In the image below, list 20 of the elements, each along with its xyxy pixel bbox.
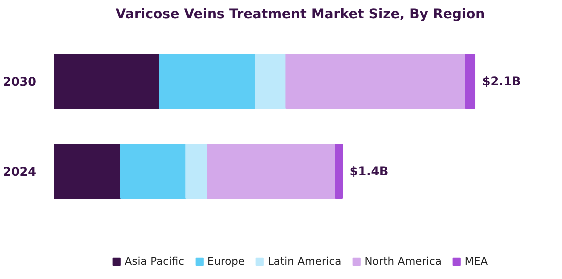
y-tick-label: 2030 <box>3 75 37 89</box>
bar <box>159 54 256 109</box>
bar <box>207 144 336 199</box>
bar <box>54 144 122 199</box>
bar <box>120 144 187 199</box>
y-tick-label: 2024 <box>3 165 37 179</box>
legend-label: Europe <box>208 255 245 268</box>
legend-label: Latin America <box>268 255 342 268</box>
bar <box>465 54 476 109</box>
legend-label: Asia Pacific <box>124 255 185 268</box>
chart-title: Varicose Veins Treatment Market Size, By Region <box>116 8 486 22</box>
bar <box>255 54 287 109</box>
annotation: $2.1B <box>482 74 522 88</box>
legend-label: MEA <box>464 255 488 268</box>
legend-label: North America <box>364 255 442 268</box>
bar <box>335 144 344 199</box>
bar <box>286 54 466 109</box>
bar <box>54 54 160 109</box>
bar <box>186 144 208 199</box>
annotation: $1.4B <box>350 164 389 178</box>
